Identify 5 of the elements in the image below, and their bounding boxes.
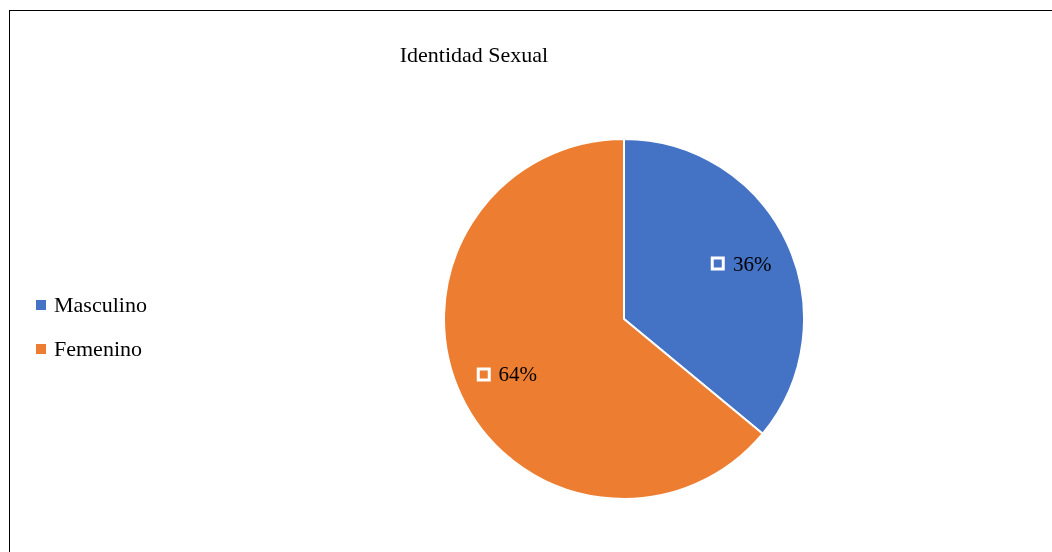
legend-label: Femenino — [54, 336, 142, 362]
data-label: 36% — [733, 251, 772, 277]
legend-label: Masculino — [54, 292, 147, 318]
data-label: 64% — [498, 361, 537, 387]
chart-title: Identidad Sexual — [398, 42, 550, 68]
